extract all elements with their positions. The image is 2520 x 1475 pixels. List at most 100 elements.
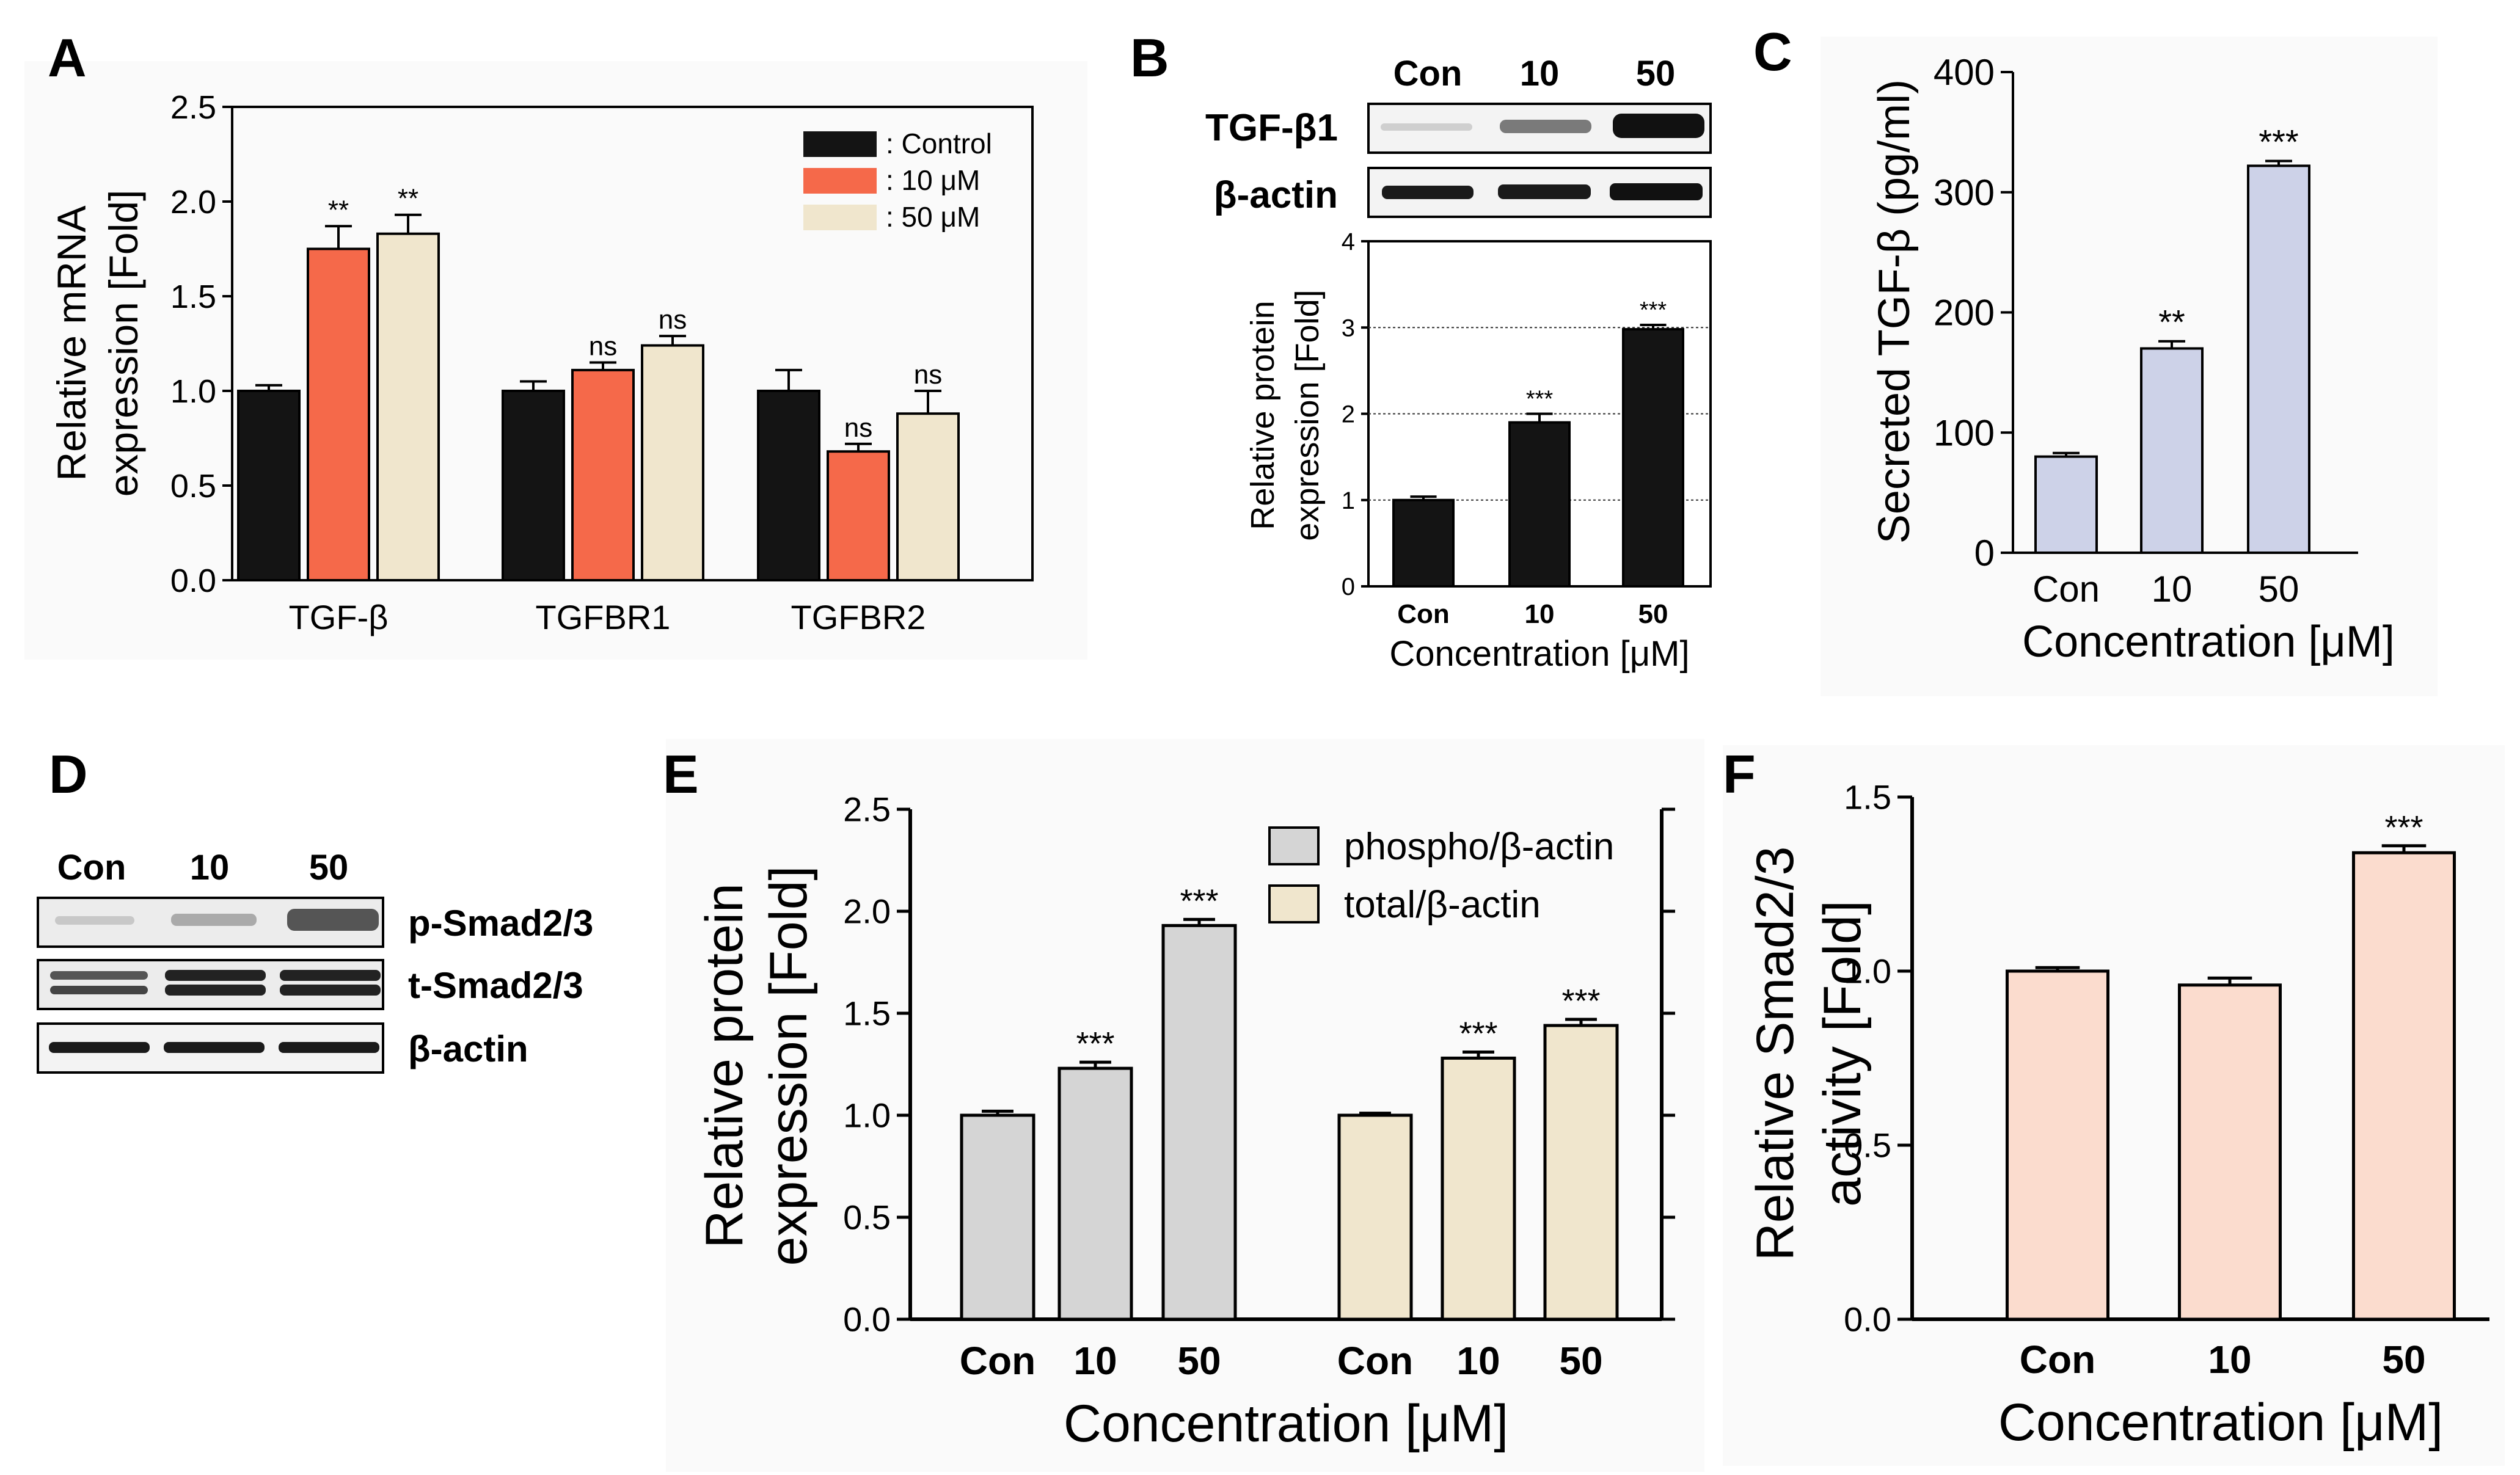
panel-a-0-2-significance: ** bbox=[398, 184, 418, 214]
panel-e-0-0-bar bbox=[960, 1113, 1035, 1321]
panel-a-legend-label: : 10 μM bbox=[886, 164, 980, 196]
panel-b-1-bar bbox=[1508, 421, 1571, 588]
panel-e-ytick-label: 1.5 bbox=[843, 994, 891, 1033]
panel-e-xtick-label: 50 bbox=[1177, 1339, 1221, 1383]
panel-b-ylabel-line2: expression [Fold] bbox=[1289, 290, 1326, 541]
panel-f-ytick-label: 0.5 bbox=[1844, 1126, 1891, 1165]
panel-a-ytick-label: 0.5 bbox=[170, 468, 216, 504]
panel-a-ylabel-line2: expression [Fold] bbox=[101, 190, 146, 497]
panel-b-2-significance: *** bbox=[1640, 297, 1667, 323]
panel-a-xtick-label: TGFBR2 bbox=[791, 598, 926, 636]
panel-e-1-2-bar bbox=[1543, 1024, 1619, 1321]
panel-e-legend-label: phospho/β-actin bbox=[1344, 826, 1614, 868]
panel-a-legend-swatch bbox=[803, 205, 877, 230]
panel-b-ytick-label: 3 bbox=[1342, 315, 1355, 341]
panel-e-1-1-bar bbox=[1441, 1056, 1516, 1321]
panel-d-band-tsmad-50-upper bbox=[280, 970, 381, 981]
panel-d-blot: Con 10 50 p-Smad2/3 t-Smad2/3 β-actin bbox=[37, 848, 593, 1074]
panel-d-band-psmad-50 bbox=[287, 909, 379, 931]
panel-f-2-bar bbox=[2352, 851, 2456, 1321]
panel-letter-f: F bbox=[1723, 744, 1756, 804]
panel-f-xtick-label: 50 bbox=[2382, 1338, 2425, 1382]
panel-a-2-1-bar bbox=[827, 450, 890, 582]
panel-c-xtick-label: 50 bbox=[2259, 569, 2299, 610]
panel-a-1-1-significance: ns bbox=[589, 332, 617, 362]
panel-a-0-1-bar bbox=[307, 247, 370, 581]
panel-f-xtick-label: 10 bbox=[2208, 1338, 2251, 1382]
panel-e-ytick-label: 1.0 bbox=[843, 1096, 891, 1135]
panel-b-blot-label-tgf: TGF-β1 bbox=[1205, 107, 1338, 149]
panel-f-ytick-label: 0.0 bbox=[1844, 1300, 1891, 1339]
panel-c-ytick-label: 300 bbox=[1934, 172, 1995, 213]
panel-b-blot-header-50: 50 bbox=[1636, 54, 1676, 93]
panel-d-band-actin-con bbox=[49, 1042, 150, 1053]
panel-c-ytick-label: 200 bbox=[1934, 293, 1995, 333]
panel-e-chart: 0.0 0.5 1.0 1.5 2.0 2.5 *** *** *** *** Con 10 50 C… bbox=[695, 790, 1675, 1453]
panel-b-ylabel-line1: Relative protein bbox=[1244, 300, 1281, 530]
panel-d-blot-header-10: 10 bbox=[190, 848, 230, 887]
panel-e-ylabel-line1: Relative protein bbox=[695, 883, 754, 1248]
panel-a-ytick-label: 1.5 bbox=[170, 279, 216, 315]
panel-b-band-actin-50 bbox=[1610, 183, 1703, 200]
panel-e-0-1-bar bbox=[1057, 1066, 1133, 1321]
panel-a-0-2-bar bbox=[376, 232, 440, 581]
panel-a-legend-swatch bbox=[803, 168, 877, 194]
panel-b: Con 10 50 TGF-β1 β-actin 0 1 2 3 4 *** *** Co… bbox=[1205, 54, 1712, 674]
panel-b-ytick-label: 2 bbox=[1342, 401, 1355, 428]
panel-c-0-bar bbox=[2034, 455, 2098, 554]
panel-d-band-tsmad-10-upper bbox=[165, 970, 266, 981]
panel-c-xtick-label: Con bbox=[2032, 569, 2100, 610]
panel-b-ytick-label: 0 bbox=[1342, 574, 1355, 600]
panel-e-ytick-label: 2.0 bbox=[843, 892, 891, 931]
panel-e-1-1-significance: *** bbox=[1459, 1015, 1497, 1052]
panel-c-xlabel: Concentration [μM] bbox=[2022, 617, 2395, 666]
panel-f-0-bar bbox=[2006, 969, 2109, 1321]
panel-c-2-bar bbox=[2247, 164, 2310, 554]
panel-e-legend-swatch bbox=[1268, 826, 1320, 865]
panel-b-band-actin-con bbox=[1382, 186, 1474, 199]
panel-e-legend-label: total/β-actin bbox=[1344, 884, 1541, 926]
panel-c-1-bar bbox=[2140, 347, 2204, 555]
panel-c-xtick-label: 10 bbox=[2152, 569, 2193, 610]
panel-a-1-0-bar bbox=[502, 390, 565, 581]
panel-a-legend-label: : 50 μM bbox=[886, 201, 980, 233]
panel-b-2-bar bbox=[1622, 328, 1684, 588]
panel-f-chart: 0.0 0.5 1.0 1.5 *** Con 10 50 Relative Smad2/… bbox=[1746, 778, 2489, 1452]
panel-a-1-1-bar bbox=[571, 368, 635, 582]
panel-a-2-2-bar bbox=[896, 412, 960, 581]
panel-letter-e: E bbox=[663, 744, 699, 804]
panel-a-legend-label: : Control bbox=[886, 128, 992, 159]
panel-c-ytick-label: 0 bbox=[1974, 533, 1995, 574]
panel-b-xlabel: Concentration [μM] bbox=[1389, 634, 1689, 674]
panel-f-ylabel-line2: activity [Fold] bbox=[1813, 900, 1872, 1207]
panel-e-0-1-significance: *** bbox=[1076, 1025, 1114, 1062]
panel-b-xtick-label: 10 bbox=[1525, 599, 1555, 629]
panel-c-ytick-label: 100 bbox=[1934, 412, 1995, 453]
panel-b-band-tgf-con bbox=[1381, 123, 1472, 131]
panel-d-band-actin-10 bbox=[164, 1042, 265, 1053]
panel-a-2-1-significance: ns bbox=[844, 413, 872, 443]
panel-d-band-psmad-10 bbox=[171, 914, 257, 926]
panel-e-xtick-label: Con bbox=[960, 1339, 1035, 1383]
panel-e-1-2-significance: *** bbox=[1561, 983, 1600, 1019]
panel-e-0-2-significance: *** bbox=[1180, 883, 1218, 919]
panel-f-xtick-label: Con bbox=[2020, 1338, 2095, 1382]
panel-a-2-0-bar bbox=[757, 390, 820, 581]
panel-d-label-psmad: p-Smad2/3 bbox=[408, 903, 593, 944]
panel-a-legend-swatch bbox=[803, 131, 877, 157]
panel-d-band-tsmad-50-lower bbox=[280, 985, 381, 996]
panel-e-legend: phospho/β-actin total/β-actin bbox=[1268, 826, 1614, 926]
panel-e-0-2-bar bbox=[1161, 923, 1237, 1321]
panel-a-0-1-significance: ** bbox=[328, 195, 349, 225]
panel-a-0-0-bar bbox=[237, 390, 301, 581]
panel-d-band-tsmad-con-upper bbox=[50, 971, 148, 980]
panel-d-blot-header-con: Con bbox=[57, 848, 126, 887]
panel-b-band-tgf-50 bbox=[1613, 114, 1704, 138]
panel-e-legend-swatch bbox=[1268, 884, 1320, 923]
panel-f-xlabel: Concentration [μM] bbox=[1998, 1393, 2443, 1452]
panel-f-2-significance: *** bbox=[2384, 809, 2423, 846]
panel-e-ytick-label: 2.5 bbox=[843, 790, 891, 829]
panel-b-band-tgf-10 bbox=[1500, 120, 1591, 133]
panel-a-1-2-significance: ns bbox=[659, 305, 687, 335]
